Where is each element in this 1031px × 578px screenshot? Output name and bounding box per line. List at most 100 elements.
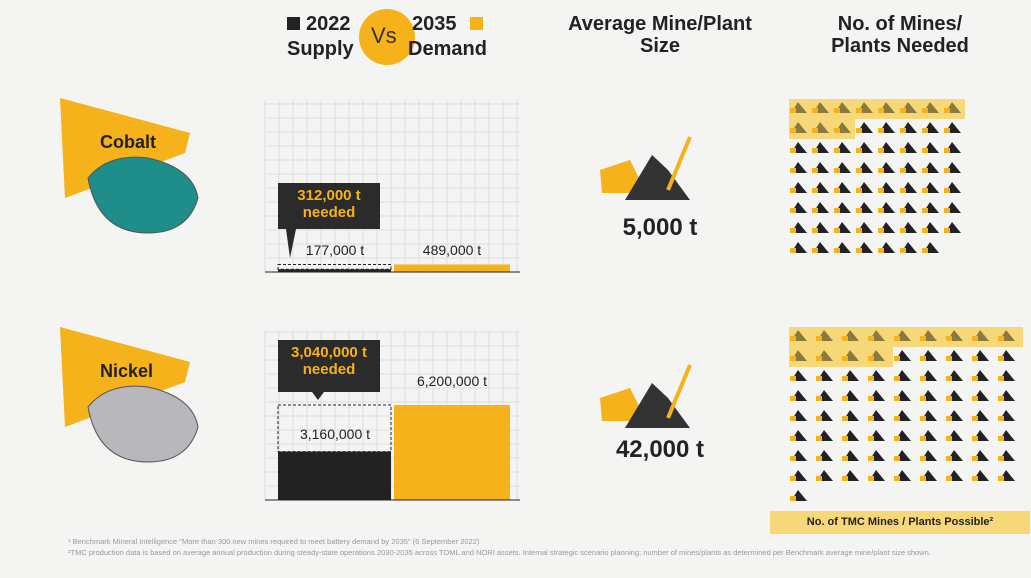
mine-truck [946, 356, 952, 361]
mine-icon [868, 430, 885, 441]
mine-icon [998, 390, 1015, 401]
mine-truck [790, 436, 796, 441]
mine-truck [816, 416, 822, 421]
supply-label: 177,000 t [280, 243, 390, 258]
mine-icon [842, 410, 859, 421]
mine-icon [833, 119, 855, 139]
mine-icon [790, 410, 807, 421]
mine-truck [972, 476, 978, 481]
mine-icon [878, 122, 895, 133]
mine-icon [878, 242, 895, 253]
mine-icon [920, 470, 937, 481]
mine-truck [878, 228, 884, 233]
mine-icon [894, 370, 911, 381]
supply-swatch [287, 17, 300, 30]
mine-truck [946, 336, 952, 341]
mine-truck [944, 228, 950, 233]
mine-icon [900, 122, 917, 133]
mine-truck [920, 336, 926, 341]
mine-truck [894, 336, 900, 341]
mine-icon [816, 410, 833, 421]
mine-truck [790, 128, 796, 133]
mine-icon [790, 470, 807, 481]
mine-truck [946, 396, 952, 401]
mineral-rock [88, 157, 198, 233]
mine-truck [812, 208, 818, 213]
supply-bar [278, 452, 391, 500]
mine-truck [856, 148, 862, 153]
mine-icon [812, 162, 829, 173]
mine-truck [834, 108, 840, 113]
mine-truck [894, 456, 900, 461]
mine-truck [894, 476, 900, 481]
mine-icon [868, 370, 885, 381]
mine-truck [856, 208, 862, 213]
canvas [0, 0, 1031, 578]
mine-icon [878, 202, 895, 213]
mine-truck [790, 356, 796, 361]
mine-truck [946, 436, 952, 441]
mine-icon [789, 327, 815, 347]
mine-truck [856, 168, 862, 173]
mine-icon [856, 142, 873, 153]
mine-icon [894, 450, 911, 461]
mine-icon [856, 162, 873, 173]
mine-icon [943, 99, 965, 119]
mine-truck [900, 208, 906, 213]
mine-truck [946, 476, 952, 481]
mine-icon [867, 347, 893, 367]
mine-truck [878, 248, 884, 253]
mine-icon [816, 430, 833, 441]
mine-icon [922, 122, 939, 133]
mine-truck [816, 356, 822, 361]
mine-truck [920, 416, 926, 421]
mine-truck [922, 188, 928, 193]
mine-icon [790, 142, 807, 153]
mine-truck [998, 416, 1004, 421]
mine-truck [878, 148, 884, 153]
mine-icon [868, 450, 885, 461]
mine-icon [920, 370, 937, 381]
mine-truck [998, 396, 1004, 401]
mine-icon [893, 327, 919, 347]
mine-icon [998, 470, 1015, 481]
mine-truck [856, 188, 862, 193]
mine-truck [790, 496, 796, 501]
mine-icon [878, 142, 895, 153]
mine-truck [812, 168, 818, 173]
mine-icon [972, 430, 989, 441]
mine-icon [812, 142, 829, 153]
mine-truck [920, 476, 926, 481]
mine-icon [972, 390, 989, 401]
callout-label: 312,000 t needed [280, 188, 378, 221]
mine-icon [842, 390, 859, 401]
mine-truck [812, 128, 818, 133]
mine-truck [816, 396, 822, 401]
mine-truck [834, 168, 840, 173]
mine-truck [816, 476, 822, 481]
mine-icon [834, 142, 851, 153]
mine-truck [946, 456, 952, 461]
mine-icon [900, 162, 917, 173]
mine-icon [789, 99, 811, 119]
mine-icon [868, 470, 885, 481]
mine-truck [894, 436, 900, 441]
mine-icon [856, 122, 873, 133]
mine-icon [811, 119, 833, 139]
mine-truck [790, 168, 796, 173]
mine-icon [920, 430, 937, 441]
mine-truck [972, 336, 978, 341]
mine-truck [972, 396, 978, 401]
mine-truck [816, 456, 822, 461]
mine-truck [790, 456, 796, 461]
mine-icon [833, 99, 855, 119]
mine-icon [842, 370, 859, 381]
mine-truck [812, 108, 818, 113]
mine-icon [789, 347, 815, 367]
mine-icon [812, 182, 829, 193]
tmc-legend: No. of TMC Mines / Plants Possible² [770, 516, 1030, 528]
mine-truck [834, 228, 840, 233]
mine-truck [944, 188, 950, 193]
mine-icon [894, 430, 911, 441]
mine-icon [856, 222, 873, 233]
